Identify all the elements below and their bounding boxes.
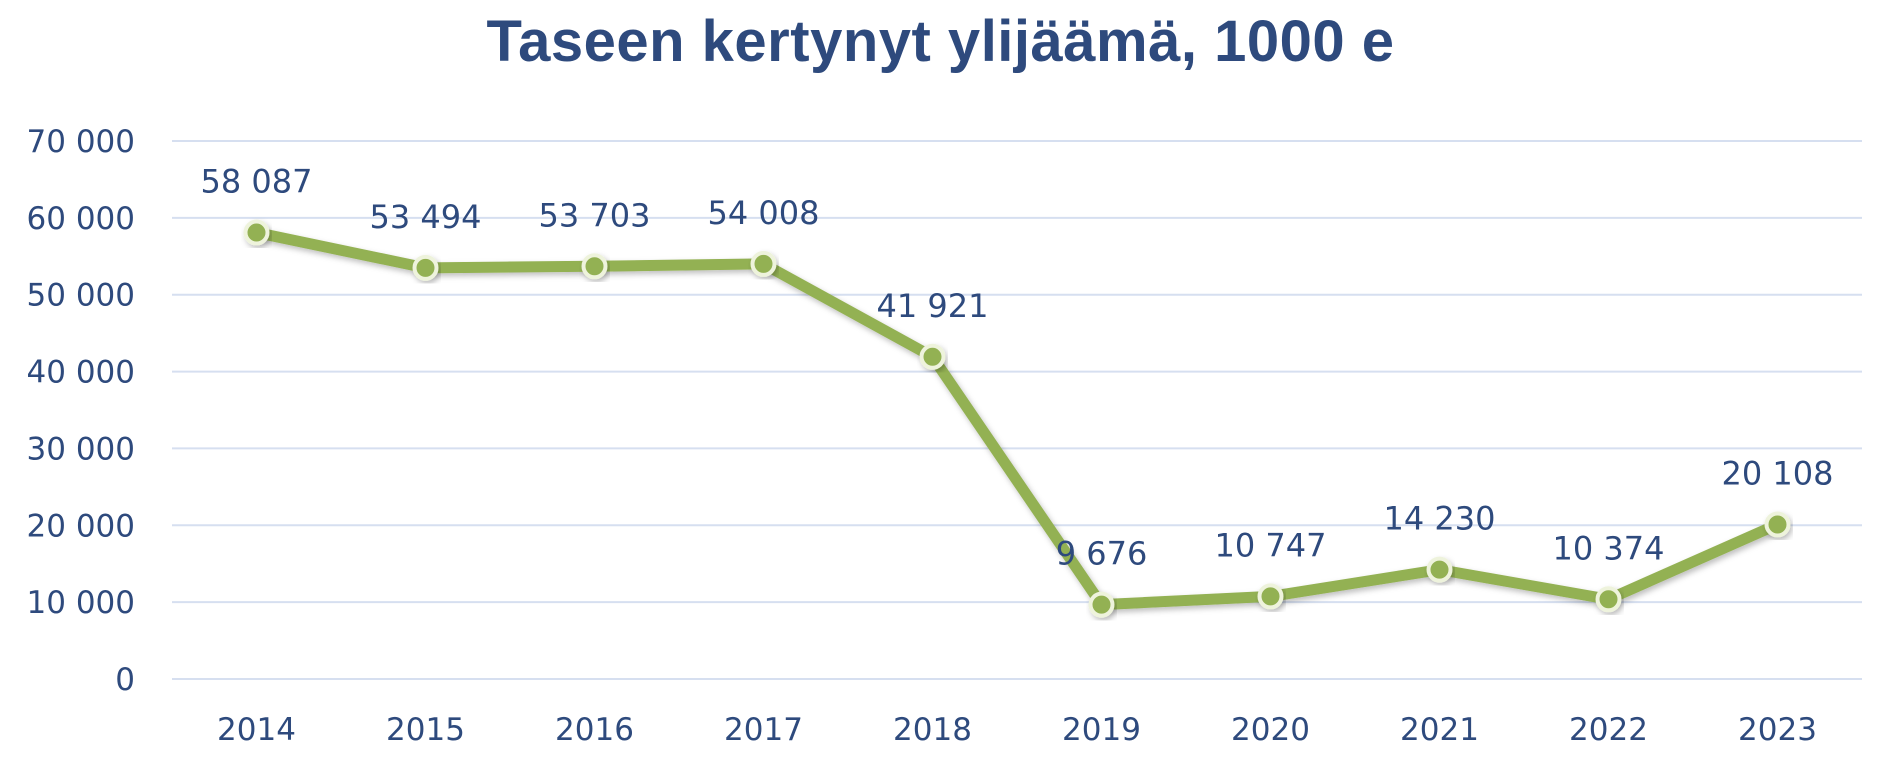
y-tick-label: 10 000 — [27, 585, 135, 621]
data-point — [243, 219, 270, 246]
data-point — [1088, 591, 1115, 618]
x-tick-label: 2020 — [1231, 712, 1310, 748]
x-tick-label: 2015 — [386, 712, 465, 748]
data-label: 10 374 — [1553, 529, 1665, 567]
x-tick-label: 2014 — [217, 712, 296, 748]
x-tick-label: 2021 — [1400, 712, 1479, 748]
data-point — [1764, 511, 1791, 538]
y-tick-label: 20 000 — [27, 508, 135, 544]
data-label: 58 087 — [201, 163, 313, 201]
chart-title: Taseen kertynyt ylijäämä, 1000 e — [486, 9, 1395, 74]
gridlines — [172, 140, 1862, 680]
data-point — [1426, 556, 1453, 583]
x-tick-label: 2022 — [1569, 712, 1648, 748]
series-line — [251, 227, 1783, 611]
data-label: 10 747 — [1215, 526, 1327, 564]
series-line-path — [251, 227, 1783, 611]
data-point — [412, 254, 439, 281]
y-tick-label: 40 000 — [27, 355, 135, 391]
x-tick-label: 2017 — [724, 712, 803, 748]
y-axis-ticks: 0 10 000 20 000 30 000 40 000 50 000 60 000 70 … — [27, 124, 135, 698]
y-tick-label: 30 000 — [27, 431, 135, 467]
y-tick-label: 50 000 — [27, 278, 135, 314]
y-tick-label: 0 — [115, 662, 135, 698]
data-point — [919, 343, 946, 370]
data-label: 9 676 — [1056, 535, 1148, 573]
series-markers — [243, 219, 1791, 618]
data-label: 54 008 — [708, 194, 820, 232]
data-point — [1257, 583, 1284, 610]
y-tick-label: 70 000 — [27, 124, 135, 160]
data-label: 41 921 — [877, 287, 989, 325]
data-point — [581, 253, 608, 280]
x-tick-label: 2019 — [1062, 712, 1141, 748]
data-point — [750, 250, 777, 277]
data-label: 53 494 — [370, 198, 482, 236]
x-tick-label: 2016 — [555, 712, 634, 748]
y-tick-label: 60 000 — [27, 201, 135, 237]
data-label: 14 230 — [1384, 500, 1496, 538]
data-label: 53 703 — [539, 196, 651, 234]
data-labels: 58 087 53 494 53 703 54 008 41 921 9 676 10 74… — [201, 163, 1834, 573]
x-tick-label: 2018 — [893, 712, 972, 748]
data-label: 20 108 — [1722, 454, 1834, 492]
data-point — [1595, 586, 1622, 613]
x-axis-ticks: 2014 2015 2016 2017 2018 2019 2020 2021 2022 2023 — [217, 712, 1817, 748]
x-tick-label: 2023 — [1738, 712, 1817, 748]
